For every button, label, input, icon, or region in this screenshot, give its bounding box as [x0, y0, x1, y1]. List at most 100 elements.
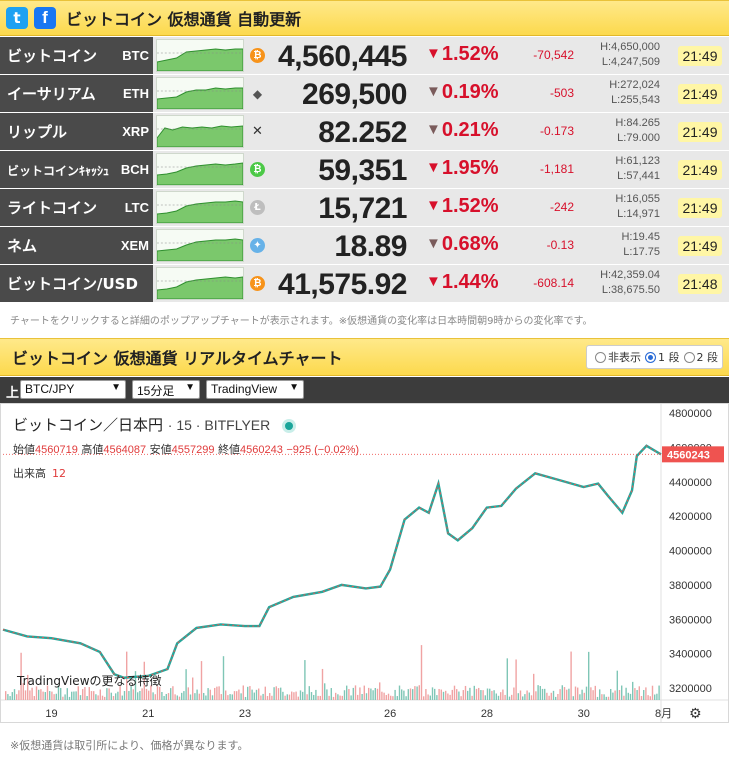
volume-bar [453, 685, 456, 700]
price-row-bch[interactable]: ビットコインｷｬｯｼｭ BCH ₿ 59,351 ▼1.95% -1,181 H… [0, 151, 729, 189]
y-tick-label: 4000000 [669, 546, 712, 558]
volume-bar [139, 690, 141, 700]
radio-hide[interactable] [595, 351, 606, 363]
price-chart-svg[interactable]: 3200000 3400000 3600000 3800000 4000000 42000… [1, 404, 728, 722]
volume-bar [18, 690, 20, 700]
coin-name-cell[interactable]: ビットコインｷｬｯｼｭ BCH [0, 151, 153, 188]
volume-bar [93, 691, 95, 700]
source-select[interactable]: TradingView ▼ [206, 380, 304, 399]
sparkline-chart[interactable] [156, 39, 244, 72]
volume-bar [572, 696, 574, 700]
volume-bar [209, 689, 211, 700]
volume-bar [161, 691, 163, 700]
volume-bar [128, 691, 130, 700]
volume-bar [462, 690, 464, 700]
change-amount: -0.173 [539, 124, 574, 138]
down-arrow-icon: ▼ [426, 45, 441, 62]
radio-two-rows[interactable] [683, 351, 695, 363]
price-row-xem[interactable]: ネム XEM ✦ 18.89 ▼0.68% -0.13 H:19.45 L:17… [0, 227, 729, 265]
volume-bar [570, 651, 572, 700]
sparkline-chart[interactable] [156, 77, 244, 110]
volume-bar [196, 689, 198, 700]
volume-bar [222, 656, 225, 700]
high-low: H:19.45 L:17.75 [588, 230, 660, 260]
coin-price: 82.252 [318, 116, 407, 149]
coin-name-cell[interactable]: ビットコイン/USD [0, 265, 153, 302]
sparkline-chart[interactable] [156, 153, 244, 186]
volume-bar [295, 691, 297, 700]
price-row-btc-usd[interactable]: ビットコイン/USD ₿ 41,575.92 ▼1.44% -608.14 H:… [0, 265, 729, 303]
volume-bar [7, 694, 9, 700]
interval-select[interactable]: 15分足 ▼ [132, 380, 200, 399]
ohlc-readout: 始値4560719 高値4564087 安値4557299 終値4560243 … [13, 441, 359, 457]
volume-bar [508, 696, 511, 700]
low-label: 安値 [149, 443, 172, 456]
tradingview-chart[interactable]: 3200000 3400000 3600000 3800000 4000000 42000… [0, 403, 729, 723]
coin-price: 59,351 [318, 154, 407, 187]
change-percent: ▼1.52% [426, 43, 499, 66]
volume-bar [104, 696, 106, 700]
volume-bar [218, 686, 220, 700]
coin-name-cell[interactable]: ネム XEM [0, 227, 153, 264]
volume-bar [273, 687, 275, 700]
volume-bar [167, 693, 170, 700]
volume-bar [616, 670, 618, 700]
volume-bar [436, 695, 438, 700]
down-arrow-icon: ▼ [426, 235, 441, 252]
volume-bar [277, 688, 280, 700]
sparkline-chart[interactable] [156, 115, 244, 148]
volume-bar [365, 693, 368, 700]
volume-bar [548, 695, 550, 700]
volume-bar [557, 694, 559, 700]
volume-bar [172, 686, 174, 700]
update-time: 21:49 [678, 46, 722, 66]
volume-bar [183, 691, 185, 700]
price-row-xrp[interactable]: リップル XRP ✕ 82.252 ▼0.21% -0.173 H:84.265… [0, 113, 729, 151]
volume-bar [656, 693, 658, 700]
chart-meta: · 15 · BITFLYER [167, 417, 271, 433]
coin-price: 18.89 [334, 230, 407, 263]
day-high: H:84.265 [615, 117, 660, 129]
volume-bar [117, 691, 119, 700]
volume-bar [253, 692, 255, 700]
volume-bar [304, 660, 306, 700]
volume-bar [414, 686, 416, 700]
volume-bar [643, 690, 645, 700]
volume-bar [528, 692, 530, 700]
coin-name: リップル [7, 123, 68, 141]
radio-one-row[interactable] [645, 351, 656, 363]
volume-bar [359, 687, 361, 700]
volume-bar [350, 695, 352, 700]
update-time: 21:49 [678, 236, 722, 256]
price-row-eth[interactable]: イーサリアム ETH ◆ 269,500 ▼0.19% -503 H:272,0… [0, 75, 729, 113]
volume-bar [339, 695, 341, 700]
volume-bar [75, 691, 77, 700]
pair-select[interactable]: BTC/JPY ▼ [20, 380, 126, 399]
high-low: H:61,123 L:57,441 [588, 154, 660, 184]
coin-name-cell[interactable]: ライトコイン LTC [0, 189, 153, 226]
facebook-icon[interactable]: f [34, 7, 56, 29]
price-row-ltc[interactable]: ライトコイン LTC Ł 15,721 ▼1.52% -242 H:16,055… [0, 189, 729, 227]
coin-name-cell[interactable]: リップル XRP [0, 113, 153, 150]
twitter-icon[interactable]: t [6, 7, 28, 29]
price-row-btc[interactable]: ビットコイン BTC ₿ 4,560,445 ▼1.52% -70,542 H:… [0, 37, 729, 75]
change-percent-value: 1.44% [441, 271, 499, 293]
volume-bar [396, 696, 398, 700]
sparkline-chart[interactable] [156, 229, 244, 262]
x-tick-label: 23 [239, 708, 251, 720]
update-time: 21:49 [678, 160, 722, 180]
volume-bar [588, 651, 590, 700]
coin-name-cell[interactable]: イーサリアム ETH [0, 75, 153, 112]
volume-bar [438, 688, 440, 700]
volume-bar [297, 696, 299, 700]
volume-bar [101, 695, 104, 700]
volume-bar [335, 692, 337, 700]
volume-bar [236, 691, 238, 700]
tradingview-brand-link[interactable]: TradingViewの更なる特徴 [17, 674, 162, 688]
sparkline-chart[interactable] [156, 191, 244, 224]
volume-bar [24, 690, 27, 700]
volume-bar [282, 691, 284, 700]
volume-bar [249, 686, 251, 700]
coin-name-cell[interactable]: ビットコイン BTC [0, 37, 153, 74]
sparkline-chart[interactable] [156, 267, 244, 300]
